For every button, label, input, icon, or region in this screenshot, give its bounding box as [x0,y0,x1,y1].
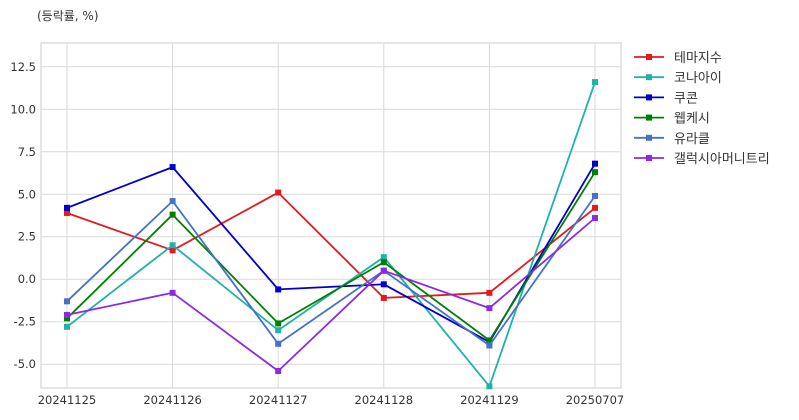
x-tick-label: 20241126 [143,393,202,407]
y-tick-label: 12.5 [10,60,36,74]
data-point [592,169,598,176]
data-point [169,211,176,218]
y-tick-label: 2.5 [18,230,36,244]
data-point [275,286,282,293]
legend-swatch-marker [646,155,652,161]
x-axis-ticks: 20241125 20241126 20241127 20241128 20241129… [38,393,625,407]
legend-item: 쿠콘 [634,91,698,106]
data-point [380,254,387,261]
data-point [275,340,282,347]
x-tick-label: 20241125 [38,393,97,407]
data-point [486,289,493,296]
data-point [486,342,493,349]
data-point [169,164,176,171]
data-point [64,315,70,322]
data-point [275,368,282,375]
legend-item: 웹케시 [634,112,710,127]
data-point [169,242,176,249]
data-point [592,192,598,199]
series-lines [64,79,598,390]
data-point [380,281,387,288]
y-tick-label: -5.0 [14,357,36,371]
data-point [592,215,598,222]
legend-swatch-marker [646,54,652,60]
legend-label: 테마지수 [674,51,722,66]
series-line [66,195,596,347]
legend-swatch-marker [646,94,652,101]
data-point [380,267,387,274]
legend-swatch-marker [646,114,652,121]
data-point [275,320,282,327]
y-tick-label: 5.0 [18,187,36,201]
legend-swatch-marker [646,74,652,81]
legend-item: 테마지수 [634,51,722,66]
y-tick-label: 7.5 [18,145,36,159]
data-point [64,298,70,305]
y-tick-label: 0.0 [18,272,36,286]
legend-swatch-marker [646,134,652,141]
data-point [64,323,70,330]
data-point [169,198,176,205]
data-point [592,79,598,86]
y-axis-ticks: -5.0 -2.5 0.0 2.5 5.0 7.5 10.0 12.5 [10,60,36,371]
x-tick-label: 20241127 [249,393,308,407]
x-tick-label: 20241128 [355,393,414,407]
y-tick-label: -2.5 [14,315,36,329]
legend-label: 웹케시 [674,112,710,127]
legend-item: 코나아이 [634,71,722,86]
y-tick-label: 10.0 [10,102,36,116]
plot-background [40,42,622,389]
data-point [592,204,598,211]
x-tick-label: 20241129 [460,393,519,407]
series-line [66,191,596,299]
series-6 [64,215,598,375]
x-tick-label: 20250707 [566,393,625,407]
series-line [66,217,596,372]
unit-label: (등락률, %) [37,9,99,23]
data-point [64,209,70,216]
legend-label: 갤럭시아머니트리 [674,152,770,167]
series-line [66,171,596,342]
data-point [486,337,493,344]
data-point [486,305,493,312]
series-1 [64,189,598,301]
data-point [169,289,176,296]
data-point [275,327,282,334]
series-4 [64,169,598,344]
data-point [592,160,598,167]
legend-label: 유라클 [674,132,710,147]
data-point [380,259,387,266]
data-point [169,247,176,254]
legend-label: 쿠콘 [674,91,698,106]
legend-item: 갤럭시아머니트리 [634,152,770,167]
data-point [486,383,493,390]
data-point [275,189,282,196]
data-point [64,311,70,318]
legend-label: 코나아이 [674,71,722,86]
data-point [380,294,387,301]
legend-item: 유라클 [634,132,710,147]
data-point [64,204,70,211]
